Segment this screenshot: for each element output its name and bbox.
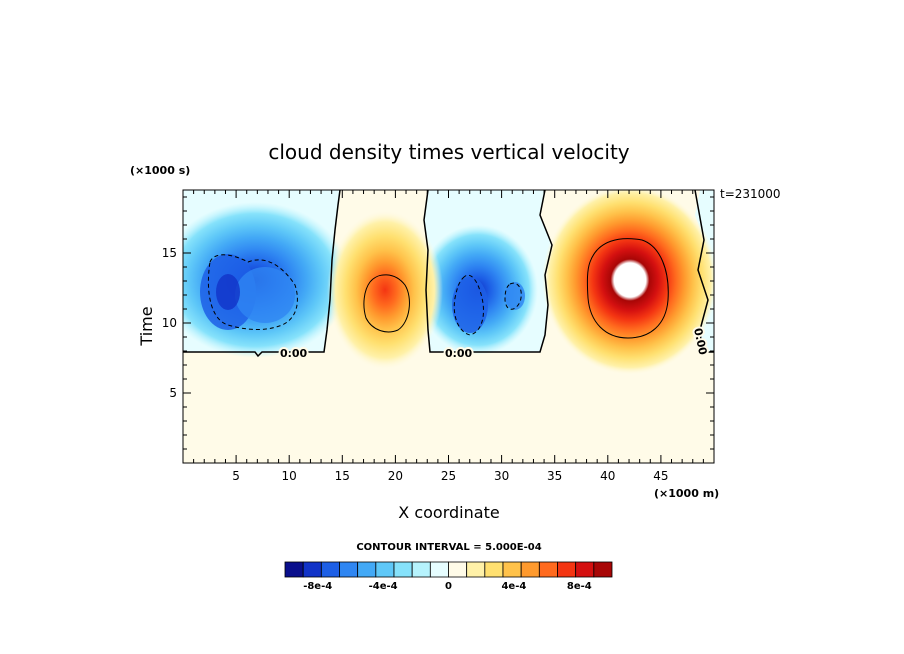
- y-tick-label: 10: [162, 316, 177, 330]
- colorbar-swatch: [429, 561, 449, 578]
- x-tick-label: 15: [335, 469, 350, 483]
- colorbar-swatch: [575, 561, 595, 578]
- colorbar-tick-label: 0: [445, 581, 452, 592]
- x-tick-label: 5: [232, 469, 240, 483]
- colorbar-ticks: -8e-4 -4e-4 0 4e-4 8e-4: [303, 581, 592, 592]
- colorbar-tick-label: -8e-4: [303, 581, 332, 592]
- y-axis-ticks: 5 10 15: [162, 196, 714, 450]
- y-tick-label: 5: [169, 386, 177, 400]
- x-tick-label: 10: [282, 469, 297, 483]
- x-tick-label: 25: [441, 469, 456, 483]
- x-axis-ticks: 5 10 15 20 25 30 35 40 45: [193, 190, 704, 483]
- colorbar-swatch: [520, 561, 540, 578]
- downdraft-mid-small: [505, 282, 525, 310]
- colorbar-tick-label: 4e-4: [501, 581, 526, 592]
- chart-title: cloud density times vertical velocity: [268, 140, 629, 164]
- downdraft-left-core-b: [235, 267, 295, 323]
- y-tick-label: 15: [162, 246, 177, 260]
- colorbar-swatch: [357, 561, 377, 578]
- colorbar-swatch: [502, 561, 522, 578]
- colorbar-swatch: [411, 561, 431, 578]
- zero-contours: [183, 190, 714, 358]
- x-unit-label: (×1000 m): [654, 487, 719, 500]
- colorbar-tick-label: -4e-4: [369, 581, 398, 592]
- colorbar-swatch: [302, 561, 322, 578]
- x-tick-label: 20: [388, 469, 403, 483]
- colorbar-swatch: [448, 561, 468, 578]
- downdraft-mid-core: [452, 277, 488, 333]
- y-unit-label: (×1000 s): [130, 164, 190, 177]
- y-axis-label: Time: [137, 306, 156, 346]
- positive-contours: [363, 238, 669, 339]
- contour-interval-text: CONTOUR INTERVAL = 5.000E-04: [356, 542, 541, 553]
- colorbar-swatch: [375, 561, 395, 578]
- x-tick-label: 35: [547, 469, 562, 483]
- x-tick-label: 40: [600, 469, 615, 483]
- contour-label-zero-2: 0.00: [445, 347, 472, 360]
- time-label: t=231000: [720, 187, 781, 201]
- negative-contours: [207, 254, 522, 336]
- colorbar-swatch: [284, 561, 304, 578]
- x-tick-label: 30: [494, 469, 509, 483]
- colorbar: [284, 561, 613, 578]
- plot-area: 0.00 0.00 0.00: [183, 190, 714, 463]
- colorbar-swatch: [466, 561, 486, 578]
- colorbar-swatch: [320, 561, 340, 578]
- colorbar-swatch: [339, 561, 359, 578]
- x-axis-label: X coordinate: [398, 503, 499, 522]
- x-tick-label: 45: [653, 469, 668, 483]
- colorbar-tick-label: 8e-4: [567, 581, 592, 592]
- contour-label-zero-1: 0.00: [280, 347, 307, 360]
- downdraft-left-core-c: [216, 274, 240, 310]
- updraft-right: [542, 190, 714, 375]
- colorbar-swatch: [538, 561, 558, 578]
- colorbar-swatch: [557, 561, 577, 578]
- updraft-middle: [327, 210, 443, 370]
- colorbar-swatch: [484, 561, 504, 578]
- colorbar-swatch: [593, 561, 613, 578]
- colorbar-swatch: [393, 561, 413, 578]
